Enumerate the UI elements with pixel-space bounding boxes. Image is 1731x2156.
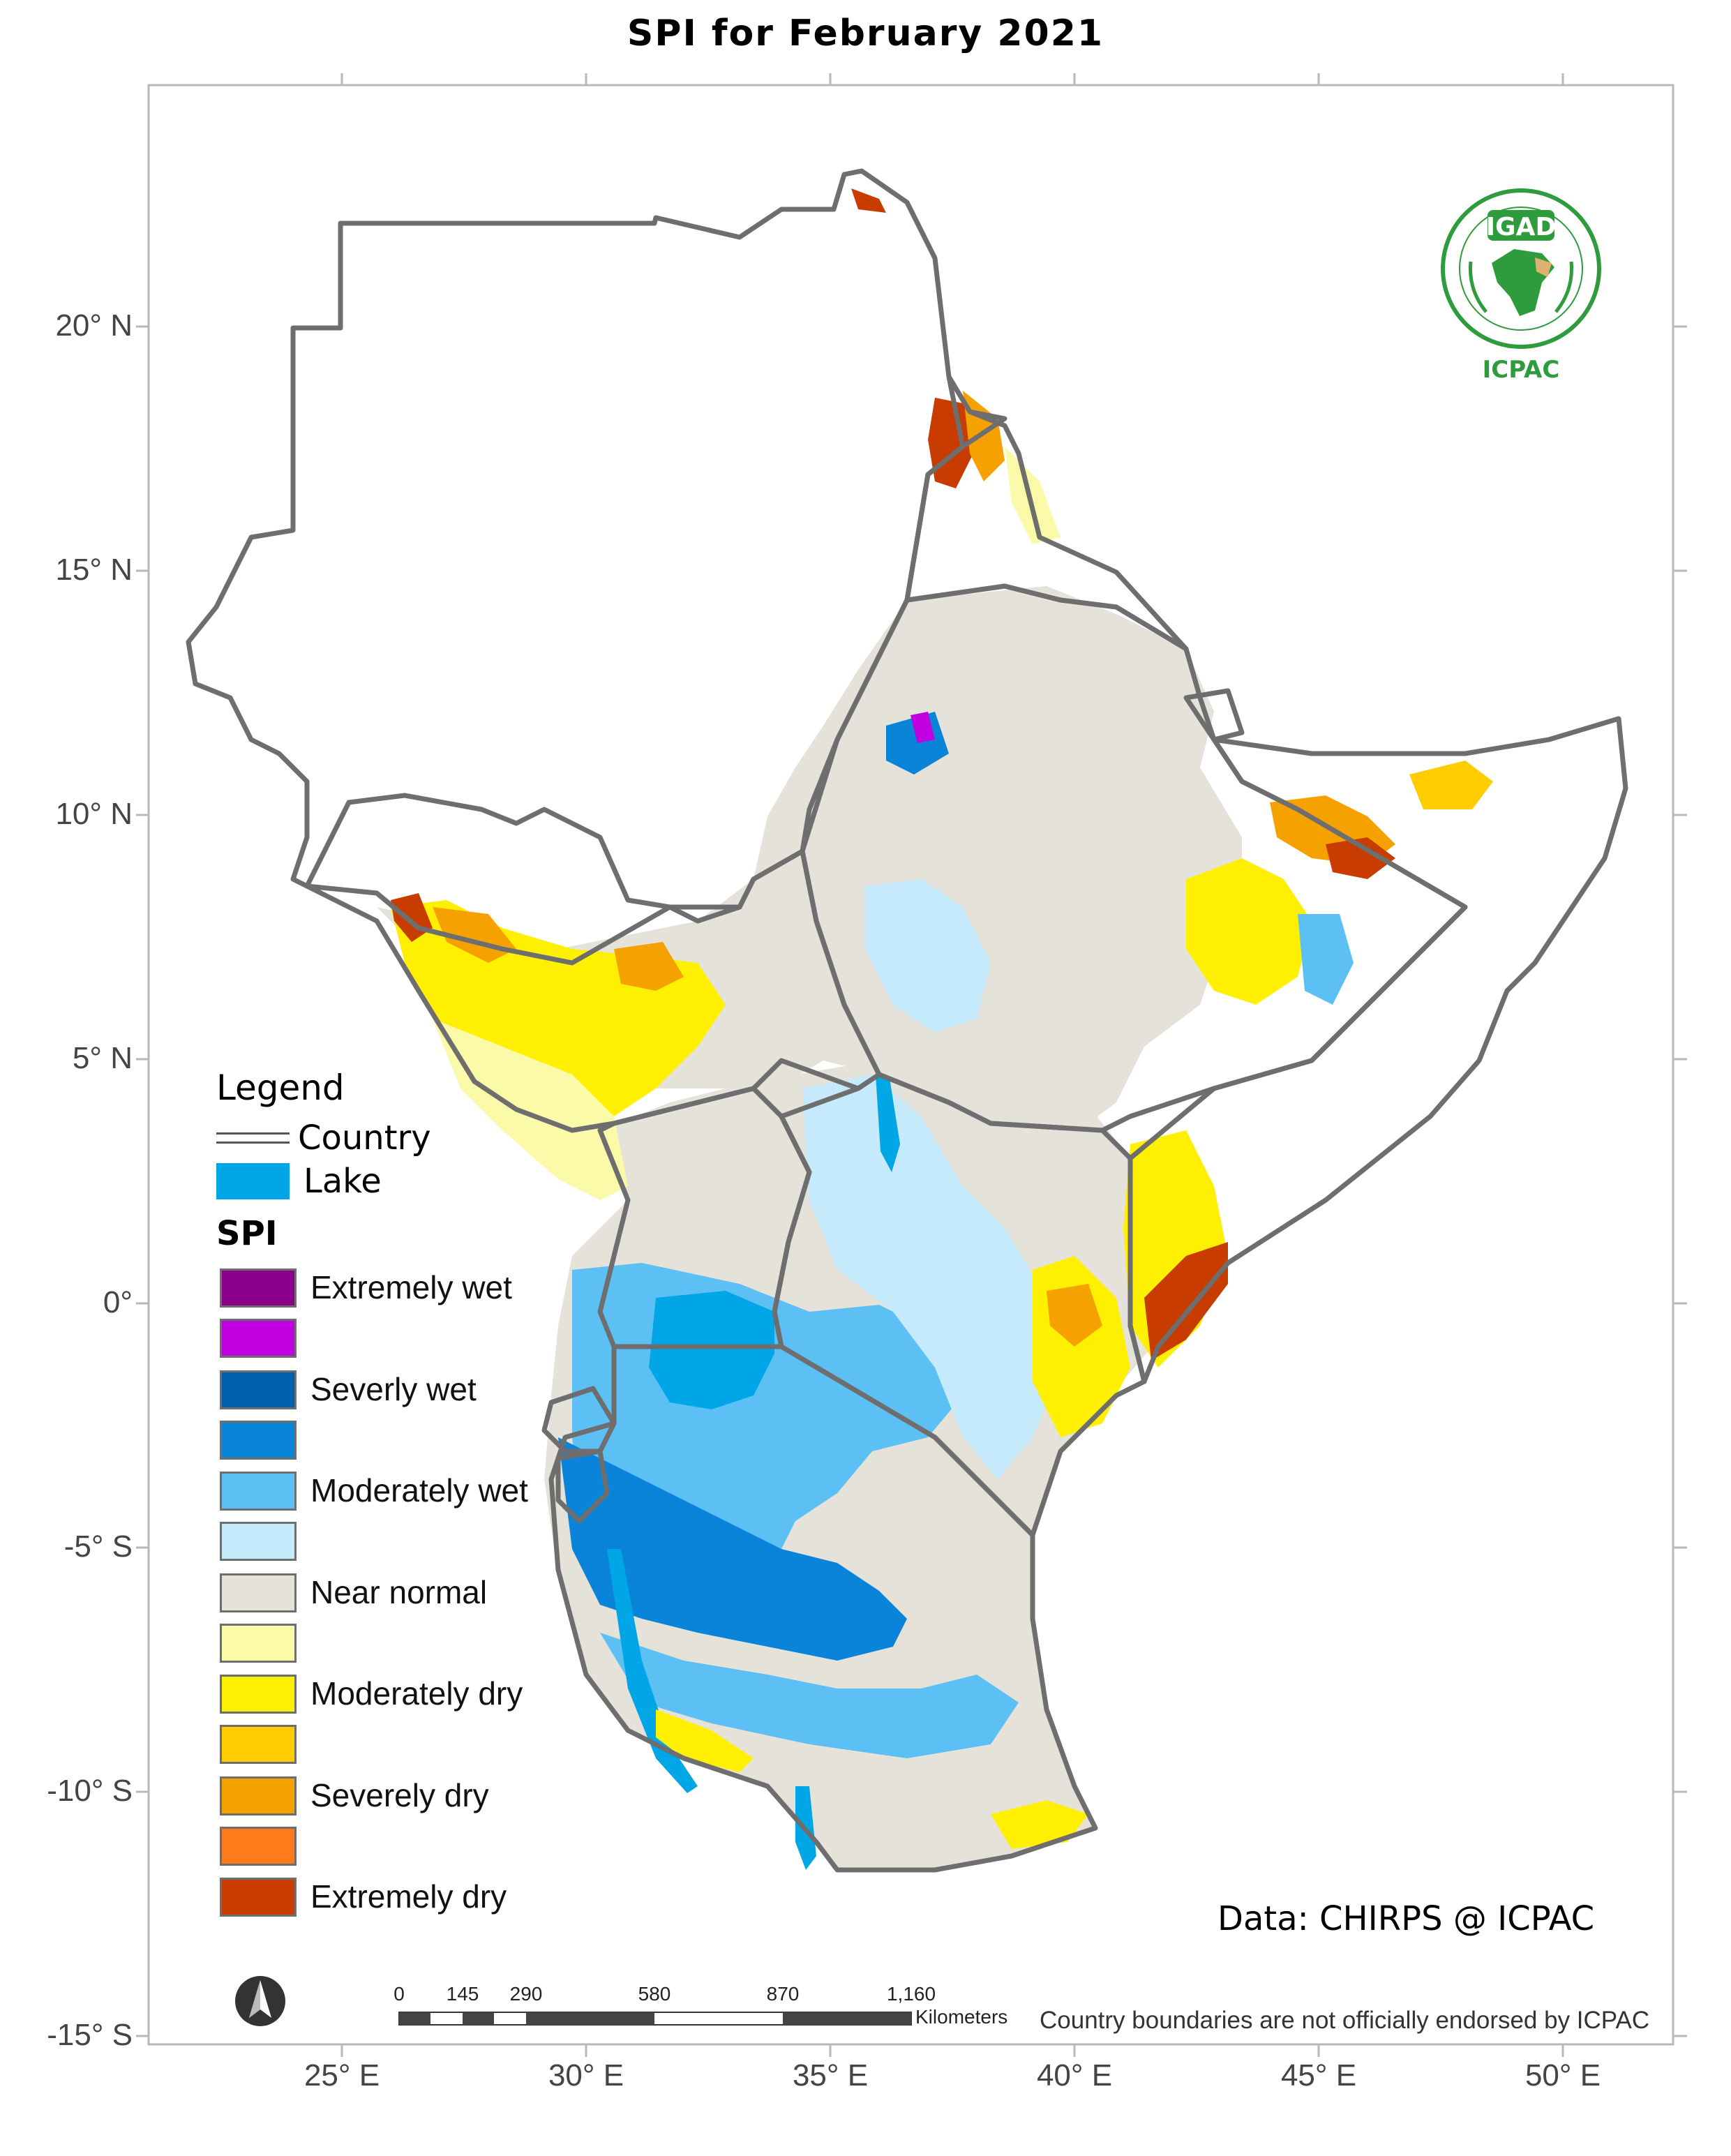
map-frame-border <box>147 84 1674 2046</box>
legend-spi-row: Moderately wet <box>216 1463 593 1565</box>
spi-swatch <box>220 1826 297 1866</box>
lat-label-20n: 20° N <box>55 308 133 343</box>
legend-country: Country <box>216 1116 593 1160</box>
spi-wet-light <box>802 1075 1061 1479</box>
scale-bar <box>398 2012 912 2026</box>
spi-moderately-wet-tanzania-south <box>600 1633 1019 1758</box>
spi-moderately-wet-ogaden <box>1298 914 1354 1005</box>
country-borders <box>186 168 1628 1873</box>
spi-extremely-dry-redsea <box>851 188 886 213</box>
legend-country-label: Country <box>298 1118 431 1158</box>
lake-swatch <box>216 1163 290 1199</box>
spi-moderately-wet-ethiopia <box>865 879 991 1033</box>
scale-tick-1160: 1,160 <box>886 1983 936 2005</box>
logo-igad-text: IGAD <box>1485 213 1557 241</box>
scale-tick-0: 0 <box>394 1983 405 2005</box>
spi-swatch <box>220 1472 297 1511</box>
legend-spi-row: Extremely wet <box>216 1260 593 1362</box>
lake-victoria <box>649 1291 774 1409</box>
spi-severly-wet-tanzania <box>558 1437 907 1661</box>
legend-spi-row: Extremely dry <box>216 1869 593 1971</box>
lat-label-5s: -5° S <box>63 1529 133 1564</box>
legend-spi-title: SPI <box>216 1214 278 1253</box>
spi-class-label: Severly wet <box>310 1370 477 1407</box>
spi-class-label: Moderately dry <box>310 1675 523 1712</box>
spi-swatch <box>220 1573 297 1612</box>
map-title: SPI for February 2021 <box>627 13 1104 54</box>
spi-swatch <box>220 1776 297 1816</box>
legend-spi-row: Near normal <box>216 1565 593 1667</box>
spi-moderately-dry-eritrea-coast <box>1005 447 1061 544</box>
spi-swatch <box>220 1420 297 1460</box>
scale-tick-145: 145 <box>446 1983 479 2005</box>
lat-label-15n: 15° N <box>55 553 133 587</box>
spi-swatch <box>220 1268 297 1308</box>
igad-icpac-logo: IGAD ICPAC <box>1437 185 1605 394</box>
legend-lake-label: Lake <box>304 1162 382 1201</box>
axis-ticks <box>136 73 1687 2057</box>
lon-label-40e: 40° E <box>1036 2058 1113 2093</box>
spi-severely-dry-southsudan-center <box>614 942 684 991</box>
spi-severely-dry-kenya-east <box>1047 1284 1102 1347</box>
lat-label-10s: -10° S <box>47 1774 133 1808</box>
spi-swatch <box>220 1675 297 1714</box>
logo-icpac-text: ICPAC <box>1482 356 1560 384</box>
igad-emblem-icon <box>1441 188 1601 349</box>
lon-label-35e: 35° E <box>792 2058 869 2093</box>
boundary-disclaimer: Country boundaries are not officially en… <box>1040 2007 1650 2034</box>
legend-spi-row: Moderately dry <box>216 1666 593 1768</box>
spi-class-label: Moderately wet <box>310 1472 528 1509</box>
legend-title: Legend <box>216 1068 345 1108</box>
spi-extremely-dry-somaliland <box>1326 837 1395 879</box>
spi-class-label: Severely dry <box>310 1776 489 1813</box>
legend-spi-row: Severly wet <box>216 1362 593 1464</box>
spi-swatch <box>220 1319 297 1358</box>
country-line-swatch <box>216 1132 290 1144</box>
lake-tanganyika <box>607 1549 698 1793</box>
spi-extremely-wet-tana <box>911 712 935 743</box>
lat-label-0: 0° <box>103 1285 133 1319</box>
spi-swatch <box>220 1522 297 1561</box>
north-arrow-icon <box>235 1976 285 2026</box>
lat-label-10n: 10° N <box>55 797 133 831</box>
lon-label-25e: 25° E <box>304 2058 380 2093</box>
legend-spi-row: Severely dry <box>216 1768 593 1870</box>
lon-label-50e: 50° E <box>1524 2058 1601 2093</box>
scale-tick-580: 580 <box>638 1983 671 2005</box>
lon-label-30e: 30° E <box>548 2058 624 2093</box>
spi-moderately-dry-tanzania-southwest <box>656 1709 754 1772</box>
spi-near-normal-yellow-southsudan <box>433 1019 628 1200</box>
scale-tick-290: 290 <box>509 1983 543 2005</box>
spi-class-label: Near normal <box>310 1573 488 1610</box>
lat-label-5n: 5° N <box>72 1041 133 1075</box>
legend-spi-classes: Extremely wet Severly wet Moderately wet Ne… <box>216 1260 593 1971</box>
lat-label-15s: -15° S <box>47 2018 133 2052</box>
spi-class-label: Extremely dry <box>310 1878 507 1915</box>
lake-turkana <box>876 1075 900 1172</box>
spi-swatch <box>220 1370 297 1409</box>
legend-lake: Lake <box>216 1160 593 1203</box>
scale-unit: Kilometers <box>915 2006 1008 2028</box>
spi-extremely-dry-jubaland <box>1144 1242 1228 1361</box>
spi-swatch <box>220 1725 297 1764</box>
spi-class-label: Extremely wet <box>310 1269 512 1305</box>
spi-swatch <box>220 1623 297 1663</box>
map-legend: Legend Country Lake SPI Extremely wet Sev… <box>216 1068 593 1971</box>
data-credit: Data: CHIRPS @ ICPAC <box>1217 1899 1595 1938</box>
spi-moderately-dry-puntland <box>1409 761 1493 809</box>
scale-tick-870: 870 <box>766 1983 800 2005</box>
spi-swatch <box>220 1878 297 1917</box>
spi-moderately-dry-ogaden <box>1186 858 1312 1005</box>
lon-label-45e: 45° E <box>1280 2058 1357 2093</box>
